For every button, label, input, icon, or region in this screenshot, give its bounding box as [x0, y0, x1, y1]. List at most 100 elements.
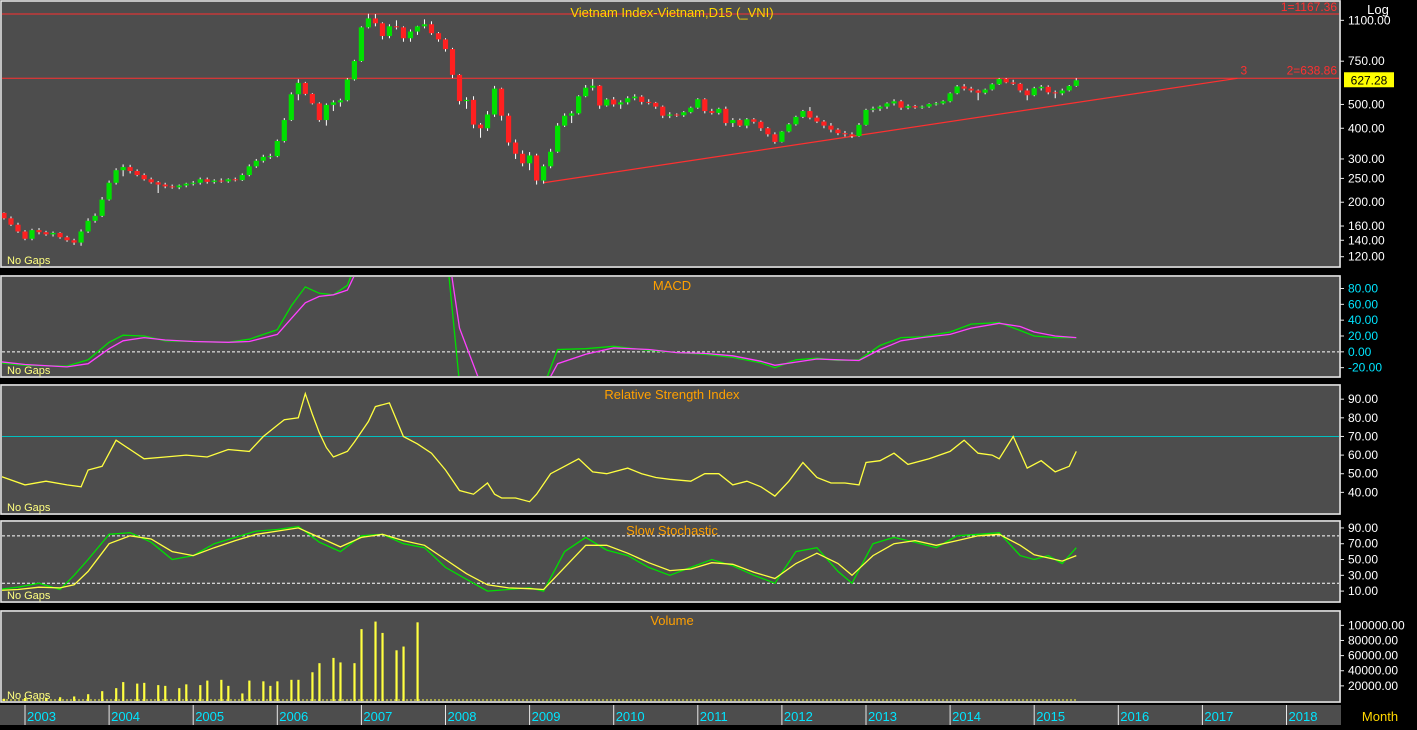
candle: [120, 164, 126, 177]
candle: [870, 106, 876, 113]
candle: [891, 99, 897, 106]
candle: [751, 118, 757, 124]
candle: [106, 180, 112, 201]
panel-3-background: [0, 520, 1341, 603]
candle: [898, 99, 904, 110]
year-label: 2009: [532, 709, 561, 724]
panel-3-series-1-line: [2, 527, 1077, 591]
candle: [204, 177, 210, 184]
candle: [912, 104, 918, 109]
panel-2-plot-area: [2, 391, 1339, 503]
candle: [548, 148, 554, 169]
candle: [113, 168, 119, 185]
panel-1-plot-area: [2, 277, 1339, 376]
panel-1-series-1-line: [2, 277, 1077, 376]
panel-0-tick-label: 200.00: [1348, 195, 1385, 209]
panel-4-tick-label: 40000.00: [1348, 664, 1398, 678]
candle: [260, 154, 266, 163]
volume-bar: [290, 679, 293, 701]
volume-bar: [297, 679, 300, 701]
panel-2-tick-label: 80.00: [1348, 411, 1378, 425]
candle: [232, 177, 238, 182]
candle: [744, 118, 750, 129]
candle: [555, 123, 561, 153]
candle: [765, 126, 771, 137]
candle: [1045, 85, 1051, 95]
candle: [337, 98, 343, 107]
candle: [632, 94, 638, 101]
volume-bar: [143, 682, 146, 701]
candle: [562, 113, 568, 127]
volume-bar: [360, 629, 363, 701]
candle: [316, 102, 322, 122]
candle: [85, 218, 91, 233]
candle: [688, 106, 694, 114]
candle: [22, 230, 28, 241]
candle: [1024, 88, 1030, 101]
volume-plot-area: [2, 621, 1077, 701]
candle: [737, 118, 743, 127]
candle: [428, 21, 435, 35]
candle: [695, 98, 701, 109]
panel-0-tick-label: 300.00: [1348, 152, 1385, 166]
panel-4-title: Volume: [650, 613, 693, 628]
candle: [646, 99, 652, 105]
candle: [498, 87, 505, 121]
candle: [211, 179, 217, 184]
volume-bar: [395, 650, 398, 701]
candle: [527, 152, 533, 171]
panel-1-tick-label: 0.00: [1348, 345, 1372, 359]
level-2-label: 2=638.86: [1287, 63, 1338, 77]
year-label: 2003: [27, 709, 56, 724]
candle: [779, 130, 785, 143]
candle: [155, 180, 161, 194]
candle: [947, 92, 953, 103]
candle: [667, 112, 673, 119]
panel-0-title: Vietnam Index-Vietnam,D15 (_VNI): [570, 5, 773, 20]
year-label: 2015: [1036, 709, 1065, 724]
candle: [197, 177, 203, 185]
candle: [653, 101, 659, 109]
candle: [470, 96, 477, 129]
candle: [660, 105, 666, 119]
volume-bar: [59, 697, 62, 701]
candle: [828, 123, 834, 133]
panel-0-tick-label: 160.00: [1348, 219, 1385, 233]
candle: [933, 101, 939, 106]
candle: [1073, 78, 1079, 87]
panel-1-tick-label: 60.00: [1348, 297, 1378, 311]
year-label: 2007: [363, 709, 392, 724]
candle: [611, 97, 617, 107]
date-strip: [0, 705, 1341, 725]
panel-2-tick-label: 90.00: [1348, 392, 1378, 406]
candle: [92, 213, 98, 223]
panel-0-tick-label: 120.00: [1348, 250, 1385, 264]
panel-3-tick-label: 50.00: [1348, 553, 1378, 567]
panel-4-tick-label: 60000.00: [1348, 649, 1398, 663]
candle: [295, 79, 301, 101]
candle: [849, 132, 855, 139]
candle: [975, 89, 981, 101]
candle: [919, 105, 925, 109]
panel-0-tick-label: 250.00: [1348, 171, 1385, 185]
candle: [414, 25, 421, 35]
volume-bar: [2, 698, 6, 701]
volume-bar: [199, 685, 202, 701]
candle: [786, 123, 792, 133]
candle: [807, 107, 813, 120]
volume-bar: [381, 632, 384, 701]
year-label: 2017: [1204, 709, 1233, 724]
candle: [1010, 79, 1016, 86]
candle: [225, 178, 231, 183]
panel-0-frame: [0, 0, 1341, 268]
volume-bar: [115, 688, 118, 701]
volume-bar: [332, 657, 335, 701]
candle: [176, 184, 182, 190]
candle: [884, 102, 890, 109]
candle: [15, 222, 21, 233]
candle: [730, 118, 736, 127]
panel-1-tick-label: 80.00: [1348, 282, 1378, 296]
candle: [351, 59, 357, 81]
candle: [961, 84, 967, 91]
volume-bar: [87, 694, 90, 701]
